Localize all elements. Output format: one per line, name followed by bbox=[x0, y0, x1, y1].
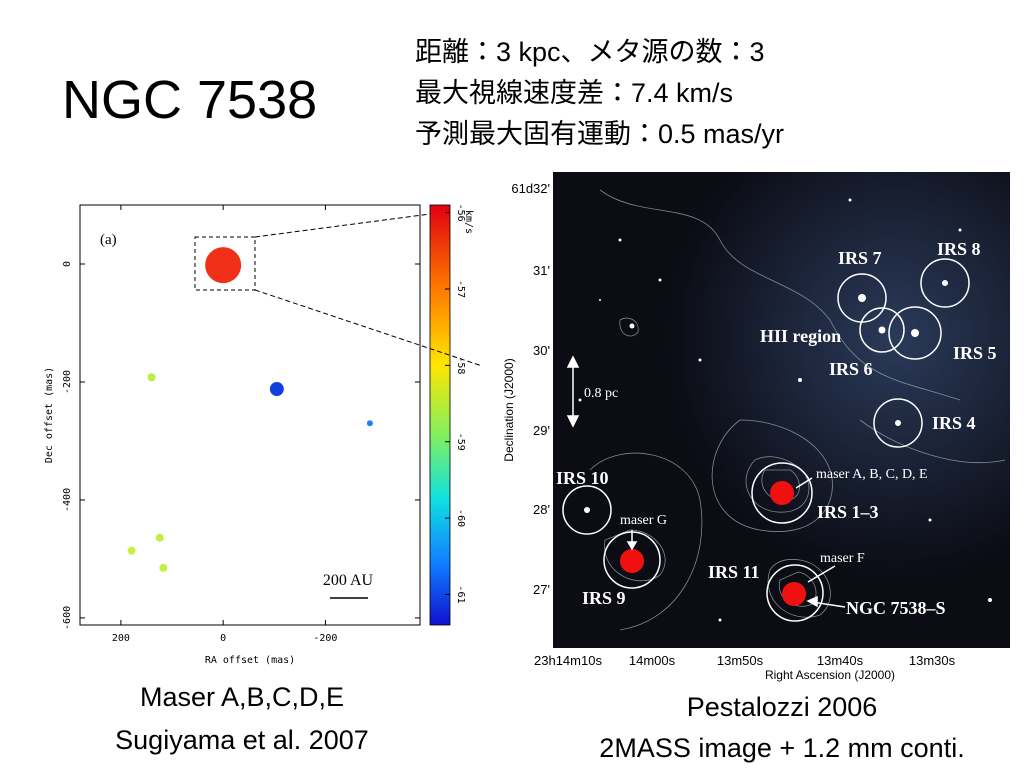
maser-spot bbox=[159, 563, 168, 572]
colorbar-label: km/s bbox=[463, 210, 474, 234]
annotation: IRS 11 bbox=[708, 562, 760, 582]
caption: Maser A,B,C,D,E bbox=[140, 682, 344, 712]
annotation: IRS 4 bbox=[932, 413, 976, 433]
x-tick-label: 200 bbox=[112, 633, 130, 644]
y-tick-label: 27' bbox=[533, 582, 550, 597]
maser-spot bbox=[147, 373, 156, 382]
sky-image: IRS 8 IRS 7 HII region IRS 5 IRS 6 IRS 4… bbox=[553, 172, 1010, 648]
y-tick-label: 61d32' bbox=[511, 181, 550, 196]
annotation: maser F bbox=[820, 551, 865, 566]
panel-label: (a) bbox=[100, 232, 117, 248]
caption: Sugiyama et al. 2007 bbox=[115, 725, 369, 755]
source-circles bbox=[562, 258, 970, 622]
scale-bar-label: 200 AU bbox=[323, 572, 374, 589]
annotation: IRS 5 bbox=[953, 343, 997, 363]
maser-spot bbox=[205, 247, 242, 284]
y-tick-label: -600 bbox=[62, 606, 73, 630]
maser-positions bbox=[620, 481, 806, 606]
y-tick-label: 28' bbox=[533, 502, 550, 517]
arrows bbox=[566, 355, 846, 608]
y-tick-label: 0 bbox=[62, 261, 73, 267]
y-tick-label: 29' bbox=[533, 423, 550, 438]
x-tick-label: 13m30s bbox=[909, 653, 956, 668]
annotation: maser G bbox=[620, 513, 667, 528]
caption: 2MASS image + 1.2 mm conti. bbox=[599, 733, 964, 763]
zoom-box bbox=[194, 236, 256, 291]
colorbar bbox=[429, 204, 451, 626]
annotation: maser A, B, C, D, E bbox=[816, 467, 928, 482]
x-axis-label: Right Ascension (J2000) bbox=[765, 668, 895, 682]
annotation: HII region bbox=[760, 326, 841, 346]
y-tick-label: 30' bbox=[533, 343, 550, 358]
annotation: NGC 7538–S bbox=[846, 598, 946, 618]
annotation: IRS 7 bbox=[838, 248, 882, 268]
slide-title: NGC 7538 bbox=[62, 70, 317, 130]
x-tick-label: 0 bbox=[220, 633, 226, 644]
colorbar-tick-label: -60 bbox=[455, 509, 466, 527]
annotation: IRS 1–3 bbox=[817, 502, 879, 522]
zoom-line bbox=[254, 213, 431, 238]
info-line: 最大視線速度差：7.4 km/s bbox=[415, 78, 733, 108]
y-axis-label: Declination (J2000) bbox=[502, 358, 516, 461]
x-tick-label: 13m50s bbox=[717, 653, 764, 668]
x-tick-label: -200 bbox=[313, 633, 337, 644]
colorbar-tick-label: -59 bbox=[455, 433, 466, 451]
colorbar-tick-label: -56 bbox=[455, 204, 466, 222]
y-tick-label: 31' bbox=[533, 263, 550, 278]
annotation: IRS 6 bbox=[829, 359, 873, 379]
colorbar-tick-label: -61 bbox=[455, 585, 466, 603]
stars bbox=[578, 198, 992, 622]
annotation: IRS 8 bbox=[937, 239, 981, 259]
contours bbox=[589, 189, 1006, 631]
x-tick-label: 23h14m10s bbox=[534, 653, 602, 668]
annotation: IRS 9 bbox=[582, 588, 626, 608]
info-line: 予測最大固有運動：0.5 mas/yr bbox=[415, 119, 784, 149]
plot-frame bbox=[79, 204, 421, 626]
maser-plot: (a) RA offset (mas) Dec offset (mas) km/… bbox=[44, 204, 483, 666]
y-tick-label: -200 bbox=[62, 370, 73, 394]
maser-spot bbox=[269, 382, 284, 397]
maser-spot bbox=[127, 546, 136, 555]
colorbar-tick-label: -57 bbox=[455, 280, 466, 298]
annotation: IRS 10 bbox=[556, 468, 609, 488]
colorbar-tick-label: -58 bbox=[455, 356, 466, 374]
maser-spot bbox=[366, 420, 373, 427]
maser-spot bbox=[155, 533, 164, 542]
y-tick-label: -400 bbox=[62, 488, 73, 512]
caption: Pestalozzi 2006 bbox=[687, 692, 878, 722]
y-axis-label: Dec offset (mas) bbox=[44, 367, 55, 463]
annotation: 0.8 pc bbox=[584, 386, 618, 401]
x-tick-label: 14m00s bbox=[629, 653, 676, 668]
x-tick-label: 13m40s bbox=[817, 653, 864, 668]
info-line: 距離：3 kpc、メタ源の数：3 bbox=[415, 37, 765, 67]
x-axis-label: RA offset (mas) bbox=[205, 655, 295, 666]
